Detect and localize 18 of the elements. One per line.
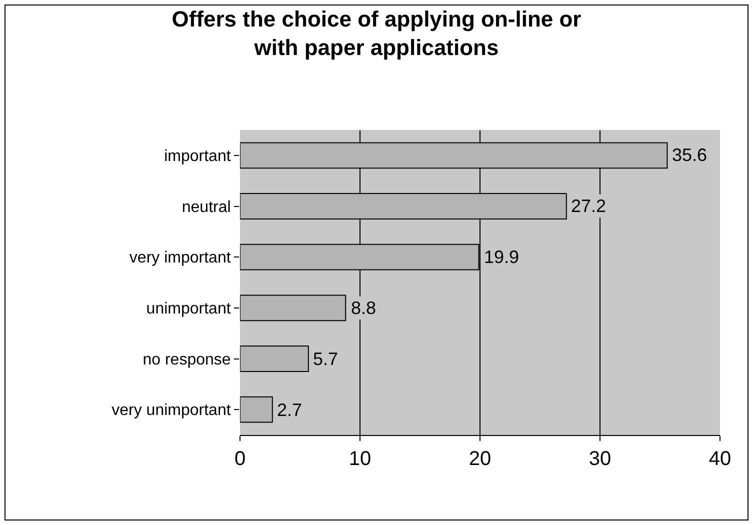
y-tick-label: very unimportant <box>112 402 232 420</box>
data-label: 19.9 <box>484 247 520 267</box>
x-tick-label: 20 <box>468 448 492 470</box>
y-tick-label: very important <box>129 250 232 267</box>
data-label: 35.6 <box>672 145 708 165</box>
y-tick-label: unimportant <box>146 300 232 318</box>
y-tick-label: neutral <box>182 198 231 216</box>
data-label: 2.7 <box>277 400 302 420</box>
data-label: 8.8 <box>351 298 376 318</box>
y-tick-label: important <box>164 148 232 166</box>
data-label: 5.7 <box>313 349 338 369</box>
x-tick-label: 10 <box>348 448 372 470</box>
x-tick-label: 40 <box>708 448 732 470</box>
y-tick-label: no response <box>142 351 231 368</box>
data-label: 27.2 <box>571 196 606 216</box>
x-tick-label: 0 <box>234 448 246 470</box>
chart-title: Offers the choice of applying on-line or with paper applications <box>172 6 582 60</box>
x-tick-label: 30 <box>588 448 612 470</box>
